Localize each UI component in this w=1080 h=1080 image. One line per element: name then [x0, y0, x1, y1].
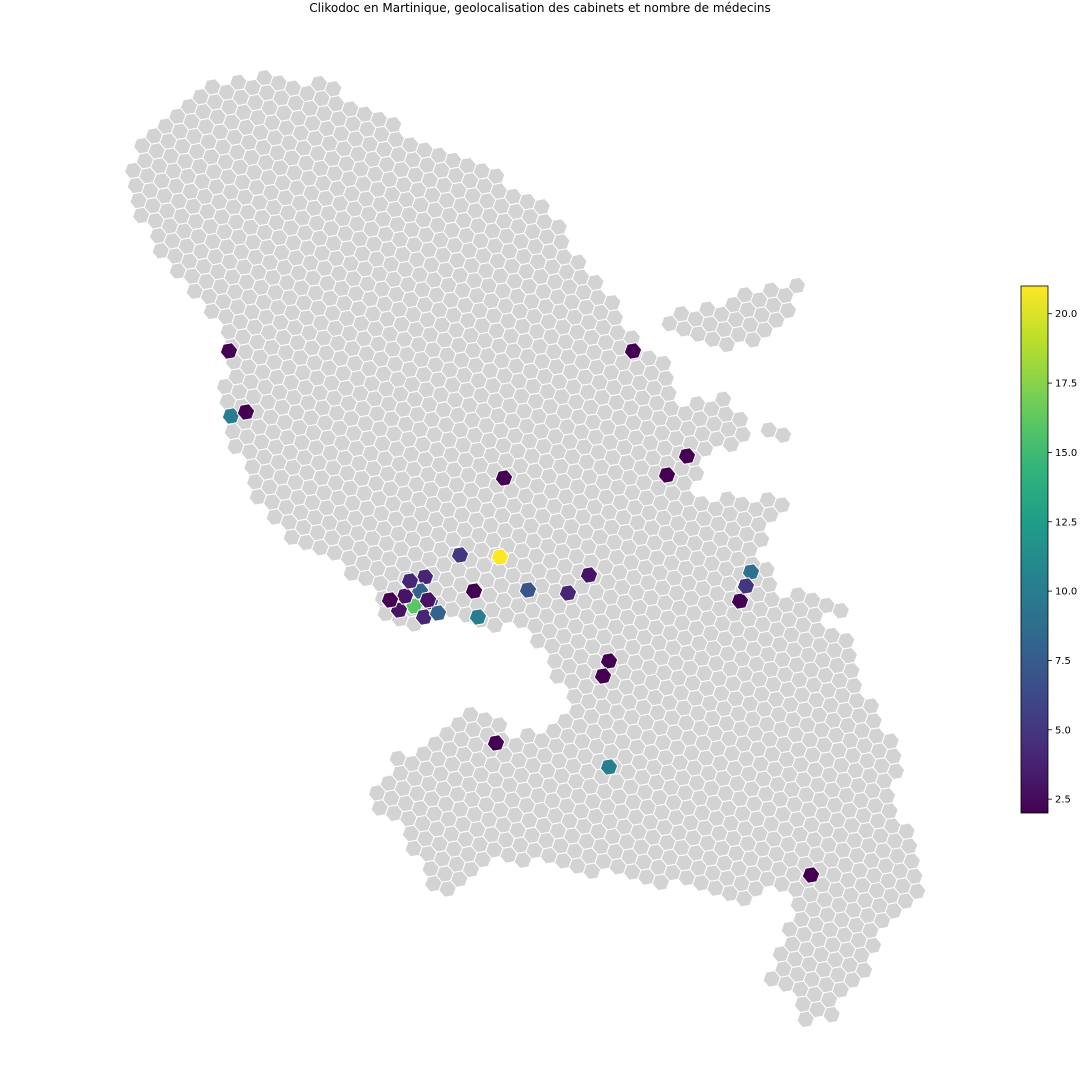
- cabinet-hex-cell: 10: [468, 608, 488, 626]
- cabinet-hex-cell: 2: [219, 342, 239, 360]
- cabinet-hex-cell: 2: [657, 466, 677, 484]
- empty-hex-cell: [743, 331, 763, 349]
- cabinet-hex-cell: 2: [380, 591, 400, 609]
- empty-hex-cell: [717, 335, 737, 354]
- empty-hex-cell: [831, 601, 851, 620]
- cabinet-hex-cell: 2: [623, 342, 643, 360]
- cabinet-hex-cell: 3: [395, 587, 415, 605]
- cabinet-hex-cell: 2: [593, 667, 613, 685]
- empty-hex-cell: [651, 873, 671, 892]
- cabinet-hex-cell: 4: [400, 572, 420, 590]
- cabinet-hex-cell: 21: [490, 548, 510, 566]
- map-base-hexes: [124, 68, 927, 1029]
- colorbar-tick-label: 20.0: [1055, 309, 1077, 320]
- cabinet-hex-cell: 2: [236, 403, 256, 421]
- empty-hex-cell: [721, 435, 741, 454]
- colorbar-tick-label: 10.0: [1055, 587, 1077, 598]
- colorbar: 2.5 5.0 7.5 10.0 12.5 15.0 17.5 20.0: [1020, 285, 1077, 814]
- cabinet-hexes: 21022534921634836221102744222102228532: [219, 342, 821, 884]
- colorbar-tick-label: 5.0: [1055, 725, 1071, 736]
- cabinet-hex-cell: 5: [736, 577, 756, 595]
- cabinet-hex-cell: 4: [558, 584, 578, 602]
- colorbar-tick-label: 12.5: [1055, 517, 1077, 528]
- cabinet-hex-cell: 3: [579, 566, 599, 584]
- cabinet-hex-cell: 7: [518, 581, 538, 599]
- empty-hex-cell: [485, 616, 505, 635]
- colorbar-tick-label: 2.5: [1055, 795, 1071, 806]
- empty-hex-cell: [734, 889, 754, 908]
- colorbar-tick-label: 7.5: [1055, 656, 1071, 667]
- empty-hex-cell: [582, 862, 602, 881]
- empty-hex-cell: [438, 880, 457, 898]
- chart-title: Clikodoc en Martinique, geolocalisation …: [309, 1, 771, 15]
- colorbar-gradient: [1020, 285, 1049, 814]
- colorbar-tick-label: 17.5: [1055, 379, 1077, 390]
- cabinet-hex-cell: 5: [450, 546, 470, 564]
- cabinet-hex-cell: 2: [464, 582, 484, 600]
- empty-hex-cell: [773, 426, 793, 444]
- cabinet-hex-cell: 2: [730, 592, 750, 610]
- cabinet-hex-cell: 3: [418, 591, 438, 609]
- colorbar-tick-label: 15.0: [1055, 448, 1077, 459]
- empty-hex-cell: [796, 1010, 815, 1029]
- cabinet-hex-cell: 2: [677, 447, 697, 465]
- cabinet-hex-cell: 2: [494, 469, 514, 487]
- cabinet-hex-cell: 2: [801, 866, 821, 884]
- cabinet-hex-cell: 2: [486, 734, 506, 752]
- cabinet-hex-cell: 10: [599, 758, 619, 776]
- empty-hex-cell: [822, 1005, 841, 1024]
- empty-hex-cell: [513, 851, 533, 870]
